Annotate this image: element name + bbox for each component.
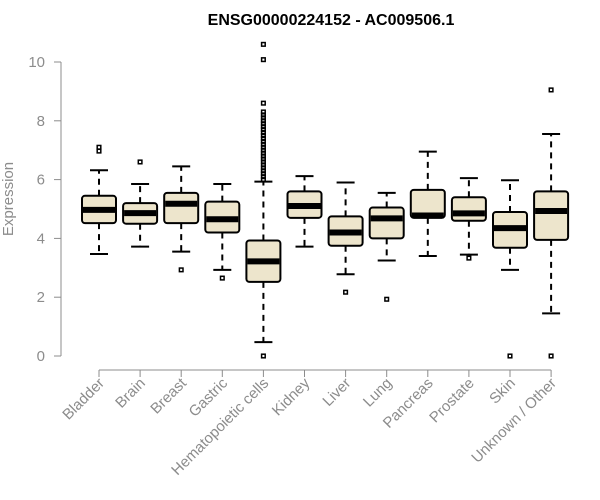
x-tick-label: Brain xyxy=(112,375,149,412)
box xyxy=(533,190,570,241)
box-group xyxy=(204,183,241,281)
outlier-point xyxy=(260,353,266,359)
box-group xyxy=(286,175,323,248)
x-tick-label: Prostate xyxy=(426,375,478,427)
box-group xyxy=(533,87,570,359)
y-tick-label: 6 xyxy=(37,172,45,189)
outlier-point xyxy=(507,353,513,359)
y-axis: 0 2 4 6 8 10 xyxy=(28,54,62,365)
outlier-point xyxy=(548,353,554,359)
x-tick-label: Skin xyxy=(486,375,519,408)
outlier-point xyxy=(137,159,143,165)
box-group xyxy=(409,150,446,258)
outlier-point xyxy=(260,109,266,115)
outlier-point xyxy=(384,296,390,302)
y-axis-label: Expression xyxy=(0,162,17,236)
x-tick-label: Liver xyxy=(319,375,354,410)
box-group xyxy=(368,191,405,302)
x-tick-label: Breast xyxy=(147,374,190,417)
y-tick-label: 10 xyxy=(28,54,45,71)
box-series xyxy=(81,41,570,359)
outlier-point xyxy=(96,148,102,154)
box xyxy=(368,206,405,240)
x-tick-label: Lung xyxy=(360,375,396,411)
box-group xyxy=(81,144,117,255)
outlier-point xyxy=(260,100,266,106)
box xyxy=(450,196,487,222)
x-tick-label: Bladder xyxy=(59,375,108,424)
outlier-point xyxy=(466,255,472,261)
y-tick-label: 0 xyxy=(37,348,45,365)
y-tick-label: 8 xyxy=(37,113,45,130)
box xyxy=(163,191,200,225)
x-tick-label: Kidney xyxy=(269,374,314,419)
box-group xyxy=(163,165,200,273)
box-group xyxy=(492,179,528,359)
box-group xyxy=(245,41,282,359)
box-group xyxy=(122,159,159,248)
outlier-point xyxy=(343,289,349,295)
y-tick-label: 2 xyxy=(37,289,45,306)
chart-title: ENSG00000224152 - AC009506.1 xyxy=(208,12,455,29)
outlier-point xyxy=(260,57,266,63)
box-group xyxy=(450,177,487,261)
outlier-point xyxy=(548,87,554,93)
y-tick-label: 4 xyxy=(37,230,45,247)
outlier-point xyxy=(260,41,266,47)
outlier-point xyxy=(219,275,225,281)
box-group xyxy=(327,181,364,295)
outlier-point xyxy=(178,267,184,273)
outlier-point xyxy=(96,144,102,150)
